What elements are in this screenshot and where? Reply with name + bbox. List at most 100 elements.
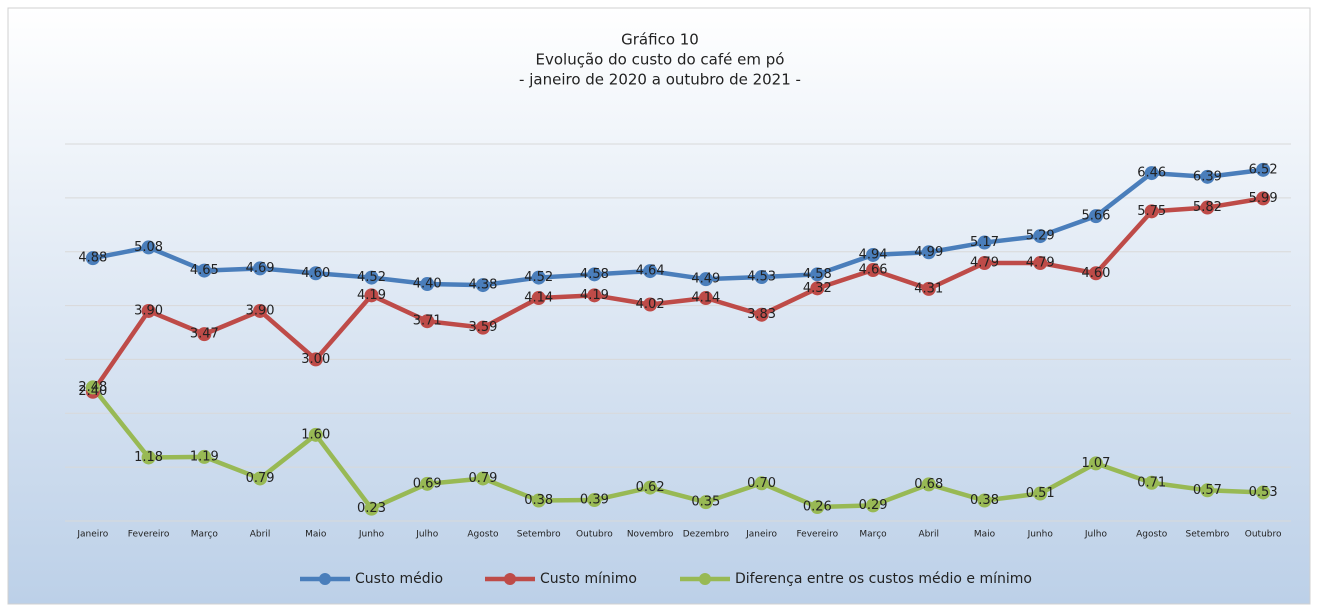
x-tick-label: Maio [974, 530, 996, 540]
data-label: 0.51 [1026, 486, 1055, 501]
data-label: 4.31 [914, 281, 943, 296]
data-label: 5.08 [134, 240, 163, 255]
data-label: 1.18 [134, 450, 163, 465]
data-point [364, 270, 379, 285]
x-tick-label: Setembro [517, 530, 561, 540]
data-label: 4.02 [636, 297, 665, 312]
chart-subtitle: Evolução do custo do café em pó [536, 51, 785, 69]
data-label: 4.60 [1081, 266, 1110, 281]
data-point [643, 480, 658, 495]
x-tick-label: Julho [415, 530, 439, 540]
legend-label: Diferença entre os custos médio e mínimo [735, 571, 1032, 587]
data-point [1088, 456, 1103, 471]
x-tick-label: Março [191, 530, 219, 540]
series-line [91, 386, 1264, 511]
data-label: 4.40 [413, 277, 442, 292]
data-label: 4.52 [357, 270, 386, 285]
data-label: 0.70 [747, 476, 776, 491]
data-label: 6.46 [1137, 166, 1166, 181]
data-label: 4.79 [1026, 256, 1055, 271]
legend-marker [504, 573, 516, 585]
x-tick-label: Fevereiro [796, 530, 838, 540]
data-point [866, 498, 881, 513]
legend-marker [699, 573, 711, 585]
x-tick-label: Junho [1027, 530, 1054, 540]
data-point [810, 281, 825, 296]
data-point [1033, 256, 1048, 271]
data-label: 5.99 [1249, 191, 1278, 206]
data-label: 4.99 [914, 245, 943, 260]
data-label: 6.39 [1193, 169, 1222, 184]
x-tick-label: Agosto [1136, 530, 1168, 540]
data-label: 3.00 [301, 352, 330, 367]
x-tick-label: Julho [1084, 530, 1108, 540]
data-point [197, 263, 212, 278]
data-label: 0.71 [1137, 475, 1166, 490]
data-point [1256, 485, 1271, 500]
data-point [420, 476, 435, 491]
data-label: 4.19 [580, 288, 609, 303]
data-label: 4.49 [691, 272, 720, 287]
data-point [754, 307, 769, 322]
x-tick-label: Fevereiro [128, 530, 170, 540]
data-label: 4.64 [636, 264, 665, 279]
data-label: 0.35 [691, 495, 720, 510]
data-point [197, 327, 212, 342]
data-label: 4.58 [803, 267, 832, 282]
data-label: 3.59 [468, 320, 497, 335]
data-point [643, 264, 658, 279]
data-label: 4.94 [859, 247, 888, 262]
data-point [531, 270, 546, 285]
data-label: 0.57 [1193, 483, 1222, 498]
data-point [754, 476, 769, 491]
data-label: 4.38 [468, 278, 497, 293]
data-point [253, 471, 268, 486]
data-label: 2.40 [78, 384, 107, 399]
data-label: 5.82 [1193, 200, 1222, 215]
x-tick-label: Junho [358, 530, 385, 540]
data-point [587, 492, 602, 507]
series-line [91, 196, 1264, 394]
data-label: 2.48 [78, 380, 107, 395]
data-label: 1.07 [1081, 456, 1110, 471]
data-point [141, 303, 156, 318]
data-label: 3.83 [747, 307, 776, 322]
data-point [1200, 483, 1215, 498]
x-tick-label: Abril [250, 530, 271, 540]
data-label: 0.79 [468, 471, 497, 486]
data-point [1088, 266, 1103, 281]
data-label: 5.17 [970, 235, 999, 250]
data-label: 4.88 [78, 251, 107, 266]
data-point [866, 263, 881, 278]
x-tick-label: Setembro [1186, 530, 1230, 540]
data-point [308, 352, 323, 367]
data-point [531, 291, 546, 306]
data-label: 0.62 [636, 480, 665, 495]
data-point [1033, 229, 1048, 244]
data-label: 0.23 [357, 501, 386, 516]
data-label: 4.14 [524, 291, 553, 306]
data-label: 5.29 [1026, 229, 1055, 244]
data-point [253, 261, 268, 276]
data-point [197, 449, 212, 464]
data-point [921, 281, 936, 296]
data-point [1200, 200, 1215, 215]
legend-marker [319, 573, 331, 585]
data-label: 0.26 [803, 499, 832, 514]
data-label: 3.71 [413, 314, 442, 329]
data-label: 0.53 [1249, 485, 1278, 500]
data-point [587, 267, 602, 282]
data-point [1256, 191, 1271, 206]
x-tick-label: Abril [918, 530, 939, 540]
data-label: 6.52 [1249, 162, 1278, 177]
data-label: 3.47 [190, 327, 219, 342]
data-point [1256, 162, 1271, 177]
series-line [92, 167, 1264, 288]
x-tick-label: Novembro [627, 530, 674, 540]
data-point [698, 291, 713, 306]
data-point [420, 314, 435, 329]
data-label: 4.60 [301, 266, 330, 281]
x-tick-label: Outubro [576, 530, 613, 540]
data-point [587, 288, 602, 303]
